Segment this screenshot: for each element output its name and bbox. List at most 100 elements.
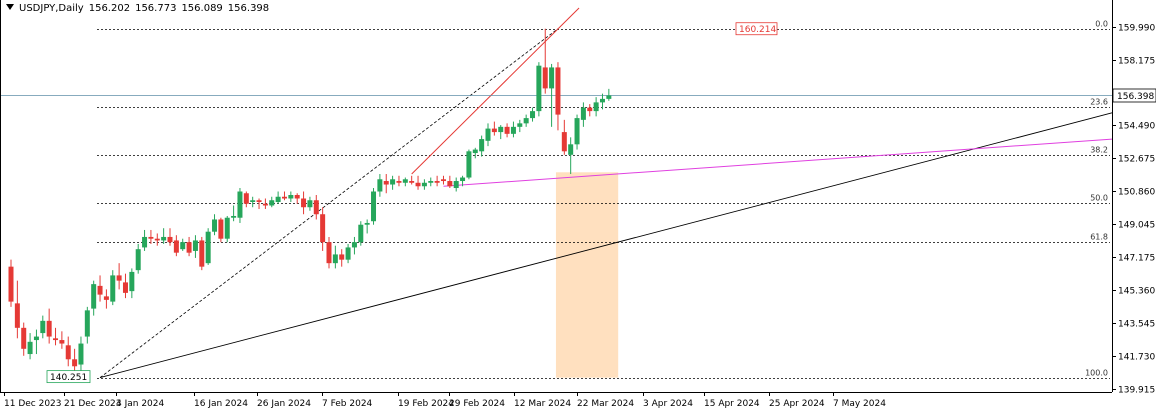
candle-body bbox=[326, 242, 332, 264]
x-tick-label: 7 May 2024 bbox=[833, 399, 886, 409]
candle-body bbox=[332, 254, 338, 264]
candle-body bbox=[485, 128, 491, 141]
candle-body bbox=[46, 320, 52, 337]
annotations: 160.214 140.251 bbox=[46, 22, 778, 384]
candle-body bbox=[14, 303, 20, 328]
candle-body bbox=[97, 285, 103, 295]
candle-body bbox=[110, 275, 116, 302]
candle-body bbox=[542, 67, 548, 89]
low-value: 156.089 bbox=[181, 3, 223, 14]
x-tick-label: 29 Feb 2024 bbox=[449, 399, 505, 409]
candle-body bbox=[339, 254, 345, 260]
candle-body bbox=[510, 126, 516, 134]
candle-body bbox=[256, 200, 262, 202]
candle-body bbox=[129, 271, 135, 292]
x-tick-label: 4 Jan 2024 bbox=[116, 399, 164, 409]
candle-body bbox=[84, 310, 90, 337]
x-tick-label: 7 Feb 2024 bbox=[322, 399, 373, 409]
high-label: 160.214 bbox=[739, 25, 776, 35]
candle-body bbox=[402, 179, 408, 183]
candle-body bbox=[421, 182, 427, 187]
candle-body bbox=[599, 98, 605, 103]
candle-body bbox=[491, 128, 497, 133]
candle-body bbox=[580, 107, 586, 120]
y-tick-label: 158.175 bbox=[1118, 57, 1155, 67]
fib-label-4: 61.8 bbox=[1090, 233, 1108, 242]
x-tick-label: 26 Jan 2024 bbox=[257, 399, 311, 409]
x-tick-label: 11 Dec 2023 bbox=[4, 399, 62, 409]
x-tick-label: 16 Jan 2024 bbox=[194, 399, 248, 409]
x-tick-label: 21 Dec 2023 bbox=[64, 399, 122, 409]
low-label: 140.251 bbox=[50, 373, 87, 383]
candle-body bbox=[192, 240, 198, 251]
candle-body bbox=[33, 336, 39, 341]
high-value: 156.773 bbox=[135, 3, 177, 14]
red-trendline bbox=[411, 7, 580, 175]
y-tick-label: 145.360 bbox=[1118, 287, 1155, 297]
candle-body bbox=[504, 126, 510, 134]
candle-body bbox=[587, 107, 593, 112]
candle-body bbox=[377, 179, 383, 192]
candle-body bbox=[161, 236, 167, 241]
y-tick-label: 149.045 bbox=[1118, 221, 1155, 231]
candle-body bbox=[593, 102, 599, 112]
candle-body bbox=[262, 203, 268, 206]
candle-body bbox=[460, 177, 466, 182]
candle-body bbox=[536, 65, 542, 112]
high-label-box bbox=[735, 22, 778, 36]
x-tick-label: 12 Mar 2024 bbox=[514, 399, 571, 409]
low-label-box bbox=[46, 370, 91, 384]
fib-label-1: 23.6 bbox=[1090, 98, 1108, 107]
highlight-zone bbox=[555, 172, 619, 378]
magenta-trendline bbox=[443, 138, 1113, 187]
candle-body bbox=[103, 296, 109, 300]
candle-body bbox=[78, 343, 84, 365]
candle-body bbox=[72, 359, 78, 367]
candle-body bbox=[561, 132, 567, 152]
y-tick-label: 141.730 bbox=[1118, 353, 1155, 363]
candle-body bbox=[415, 182, 421, 187]
fib-label-0: 0.0 bbox=[1095, 20, 1108, 29]
candle-body bbox=[116, 275, 122, 281]
candle-body bbox=[243, 193, 249, 204]
candle-body bbox=[91, 284, 97, 309]
zone-rect bbox=[555, 172, 619, 378]
candle-body bbox=[186, 242, 192, 253]
candle-body bbox=[371, 191, 377, 222]
candle-body bbox=[472, 149, 478, 154]
symbol-label: USDJPY,Daily bbox=[19, 3, 84, 14]
candle-body bbox=[307, 200, 313, 208]
symbol-menu-icon[interactable] bbox=[6, 4, 14, 10]
candle-body bbox=[345, 247, 351, 260]
y-tick-label: 152.675 bbox=[1118, 155, 1155, 165]
open-value: 156.202 bbox=[88, 3, 131, 14]
candle-body bbox=[135, 249, 141, 271]
candle-body bbox=[173, 240, 179, 253]
candle-body bbox=[479, 139, 485, 152]
fib-diagonal bbox=[99, 28, 559, 378]
candle-body bbox=[154, 238, 160, 241]
candle-body bbox=[142, 236, 148, 248]
candle-body bbox=[237, 191, 243, 218]
candle-body bbox=[313, 200, 319, 215]
y-tick-label: 159.990 bbox=[1118, 24, 1155, 34]
close-value: 156.398 bbox=[227, 3, 270, 14]
x-tick-label: 25 Apr 2024 bbox=[769, 399, 825, 409]
candle-body bbox=[212, 219, 218, 232]
candle-body bbox=[320, 214, 326, 243]
candle-body bbox=[8, 266, 14, 302]
y-tick-label: 139.915 bbox=[1118, 386, 1155, 396]
x-tick-label: 3 Apr 2024 bbox=[643, 399, 693, 409]
x-tick-label: 19 Feb 2024 bbox=[398, 399, 454, 409]
candle-body bbox=[288, 195, 294, 199]
y-tick-label: 143.545 bbox=[1118, 320, 1155, 330]
candle-body bbox=[568, 144, 574, 155]
candle-body bbox=[53, 338, 59, 341]
candles bbox=[8, 28, 612, 377]
candle-body bbox=[167, 236, 173, 243]
candle-body bbox=[383, 181, 389, 185]
long-trendline bbox=[99, 112, 1113, 379]
current-price-box bbox=[1112, 88, 1156, 103]
candle-body bbox=[358, 224, 364, 243]
